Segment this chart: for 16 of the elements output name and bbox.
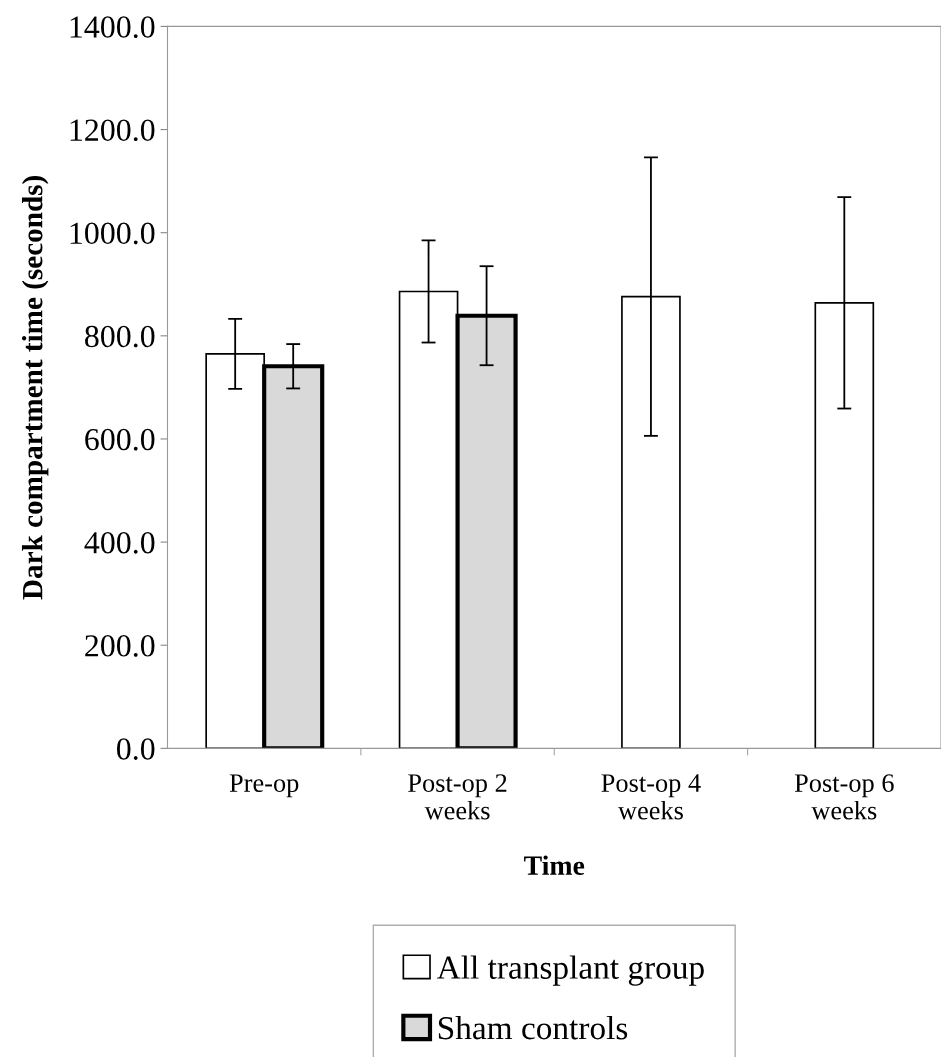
y-tick-label: 1400.0 (70, 16, 155, 38)
y-tick-label: 600.0 (85, 428, 155, 451)
x-tick-label: Post-op 4 weeks (601, 774, 701, 820)
y-tick-label: 800.0 (85, 325, 155, 348)
legend-label: All transplant group (437, 955, 704, 986)
x-axis-title: Time (524, 855, 585, 875)
x-tick-label: Pre-op (229, 774, 299, 798)
y-tick-label: 200.0 (85, 635, 155, 657)
y-axis-title: Dark compartment time (seconds) (21, 176, 49, 600)
x-tick-label: Post-op 6 weeks (794, 774, 894, 820)
x-tick-label: Post-op 2 weeks (408, 774, 507, 820)
y-tick-label: 1200.0 (70, 119, 155, 142)
y-tick-label: 1000.0 (70, 222, 155, 245)
y-tick-label: 400.0 (84, 531, 155, 554)
y-tick-label: 0.0 (116, 738, 155, 760)
legend-label: Sham controls (438, 1015, 628, 1040)
